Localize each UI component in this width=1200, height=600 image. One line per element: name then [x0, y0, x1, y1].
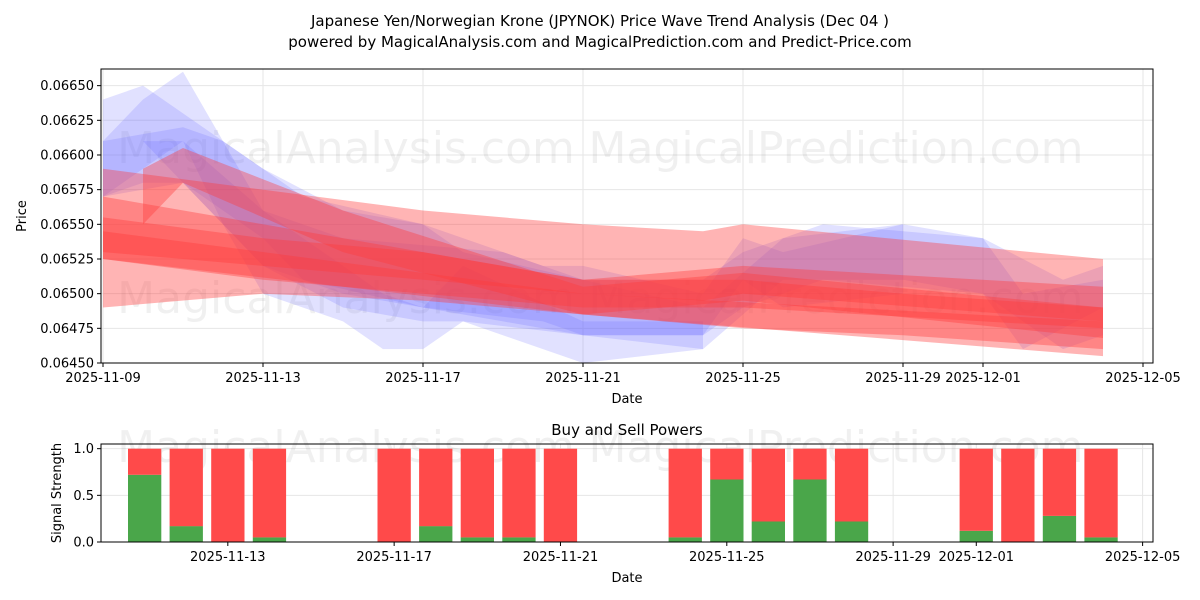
red-trend-band-4: [143, 148, 1103, 338]
sell-bar-2025-11-20: [502, 448, 536, 538]
sell-bar-2025-12-04: [1084, 448, 1118, 538]
blue-wave-band-4: [103, 141, 1103, 350]
signal-x-tick-label: 2025-11-17: [356, 550, 432, 565]
sell-bar-2025-11-18: [419, 448, 453, 527]
price-x-tick-label: 2025-11-17: [385, 371, 461, 386]
price-plot-area: [101, 69, 1153, 363]
sell-bar-2025-11-24: [668, 448, 702, 538]
price-bands: [103, 71, 1103, 364]
sell-bar-2025-12-01: [959, 448, 993, 531]
buy-bar-2025-11-12: [169, 526, 203, 542]
signal-x-tick-label: 2025-11-21: [523, 550, 599, 565]
watermark-analysis-top: MagicalAnalysis.com: [117, 123, 575, 174]
blue-wave-band-1: [103, 85, 1103, 350]
signal-x-tick-label: 2025-12-05: [1105, 550, 1181, 565]
buy-bar-2025-11-26: [751, 521, 785, 542]
signal-y-ticks: 0.0 0.5 1.0: [73, 442, 101, 551]
price-x-tick-label: 2025-11-25: [705, 371, 781, 386]
buy-bar-2025-11-11: [128, 474, 162, 542]
buy-bar-2025-12-03: [1042, 515, 1077, 542]
red-trend-band-1: [103, 168, 1103, 322]
price-x-tick-label: 2025-12-05: [1105, 371, 1181, 386]
buy-bar-2025-12-01: [959, 530, 993, 542]
signal-x-tick-label: 2025-11-13: [190, 550, 266, 565]
figure-title-line2: powered by MagicalAnalysis.com and Magic…: [288, 33, 912, 51]
watermark-prediction-mid: MagicalPrediction.com: [589, 273, 1084, 324]
price-axes-frame: [100, 68, 1154, 364]
buy-bar-2025-12-04: [1084, 537, 1118, 542]
buy-bar-2025-11-27: [793, 479, 827, 542]
price-x-tick-label: 2025-11-09: [65, 371, 141, 386]
sell-bar-2025-11-11: [128, 448, 162, 475]
buy-bar-2025-11-20: [502, 537, 536, 542]
price-x-axis-label: Date: [611, 392, 642, 407]
sell-bar-2025-11-12: [169, 448, 203, 527]
price-y-tick-label: 0.06450: [40, 357, 94, 372]
price-y-axis-label: Price: [15, 200, 30, 232]
buy-bar-2025-11-28: [834, 521, 869, 542]
buy-bar-2025-11-24: [668, 537, 702, 542]
buy-bar-2025-11-19: [460, 537, 494, 542]
buy-bar-2025-11-18: [419, 526, 453, 542]
watermark-prediction-top: MagicalPrediction.com: [589, 123, 1084, 174]
price-y-tick-label: 0.06625: [40, 114, 94, 129]
price-y-tick-label: 0.06550: [40, 218, 94, 233]
blue-wave-band-2: [103, 71, 703, 364]
price-x-tick-label: 2025-11-21: [545, 371, 621, 386]
buy-sell-powers-chart: Buy and Sell Powers MagicalAnalysis.com …: [50, 421, 1180, 586]
watermark-analysis-mid: MagicalAnalysis.com: [117, 273, 575, 324]
figure-title-line1: Japanese Yen/Norwegian Krone (JPYNOK) Pr…: [310, 12, 889, 30]
buy-sell-title: Buy and Sell Powers: [551, 421, 703, 439]
price-x-tick-label: 2025-12-01: [945, 371, 1021, 386]
sell-bar-2025-11-13: [211, 448, 245, 542]
price-y-tick-label: 0.06475: [40, 322, 94, 337]
price-wave-chart: MagicalAnalysis.com MagicalPrediction.co…: [15, 68, 1181, 407]
red-trend-band-2: [103, 196, 1103, 350]
signal-y-axis-label: Signal Strength: [50, 443, 65, 543]
signal-y-tick-label: 1.0: [73, 442, 94, 457]
signal-y-tick-label: 0.5: [73, 489, 94, 504]
price-watermarks: MagicalAnalysis.com MagicalPrediction.co…: [117, 123, 1083, 324]
red-trend-band-5: [103, 231, 1103, 357]
buy-bar-2025-11-25: [710, 479, 744, 542]
signal-x-ticks: 2025-11-13 2025-11-17 2025-11-21 2025-11-25…: [190, 542, 1180, 565]
sell-bar-2025-11-26: [751, 448, 785, 522]
sell-bar-2025-11-17: [377, 448, 411, 542]
sell-bar-2025-11-28: [834, 448, 869, 522]
sell-bar-2025-11-25: [710, 448, 744, 480]
red-trend-band-3: [103, 217, 1103, 329]
signal-x-tick-label: 2025-11-25: [689, 550, 765, 565]
sell-bar-2025-11-14: [252, 448, 287, 538]
price-x-tick-label: 2025-11-13: [225, 371, 301, 386]
sell-bar-2025-11-21: [543, 448, 578, 542]
sell-bar-2025-11-19: [460, 448, 494, 538]
price-y-tick-label: 0.06600: [40, 148, 94, 163]
signal-x-axis-label: Date: [611, 571, 642, 586]
price-y-tick-label: 0.06525: [40, 252, 94, 267]
sell-bar-2025-12-03: [1042, 448, 1077, 516]
sell-bar-2025-12-02: [1001, 448, 1035, 542]
signal-bars: [128, 448, 1118, 542]
price-y-tick-label: 0.06575: [40, 183, 94, 198]
buy-bar-2025-11-14: [252, 537, 287, 542]
sell-bar-2025-11-27: [793, 448, 827, 480]
price-x-ticks: 2025-11-09 2025-11-13 2025-11-17 2025-11-21…: [65, 363, 1181, 386]
signal-x-tick-label: 2025-12-01: [938, 550, 1014, 565]
price-y-tick-label: 0.06650: [40, 79, 94, 94]
signal-x-tick-label: 2025-11-29: [855, 550, 931, 565]
price-x-tick-label: 2025-11-29: [865, 371, 941, 386]
signal-axes-frame: [100, 443, 1154, 543]
price-y-tick-label: 0.06500: [40, 287, 94, 302]
signal-y-tick-label: 0.0: [73, 536, 94, 551]
price-y-ticks: 0.06450 0.06475 0.06500 0.06525 0.06550 0.065…: [40, 79, 101, 372]
blue-wave-band-3: [103, 127, 903, 336]
